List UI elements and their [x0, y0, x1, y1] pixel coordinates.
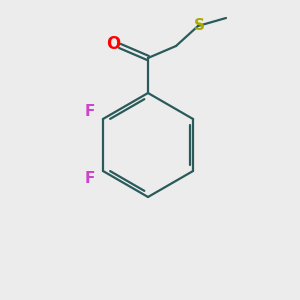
- Text: O: O: [106, 35, 120, 53]
- Text: S: S: [194, 17, 205, 32]
- Text: F: F: [85, 171, 95, 186]
- Text: F: F: [85, 104, 95, 119]
